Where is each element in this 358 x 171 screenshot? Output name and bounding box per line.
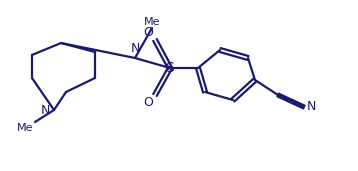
Text: N: N	[130, 42, 140, 55]
Text: N: N	[307, 101, 316, 114]
Text: Me: Me	[144, 17, 160, 27]
Text: N: N	[40, 103, 50, 116]
Text: Me: Me	[16, 123, 33, 133]
Text: S: S	[166, 61, 174, 75]
Text: O: O	[143, 96, 153, 109]
Text: O: O	[143, 26, 153, 39]
